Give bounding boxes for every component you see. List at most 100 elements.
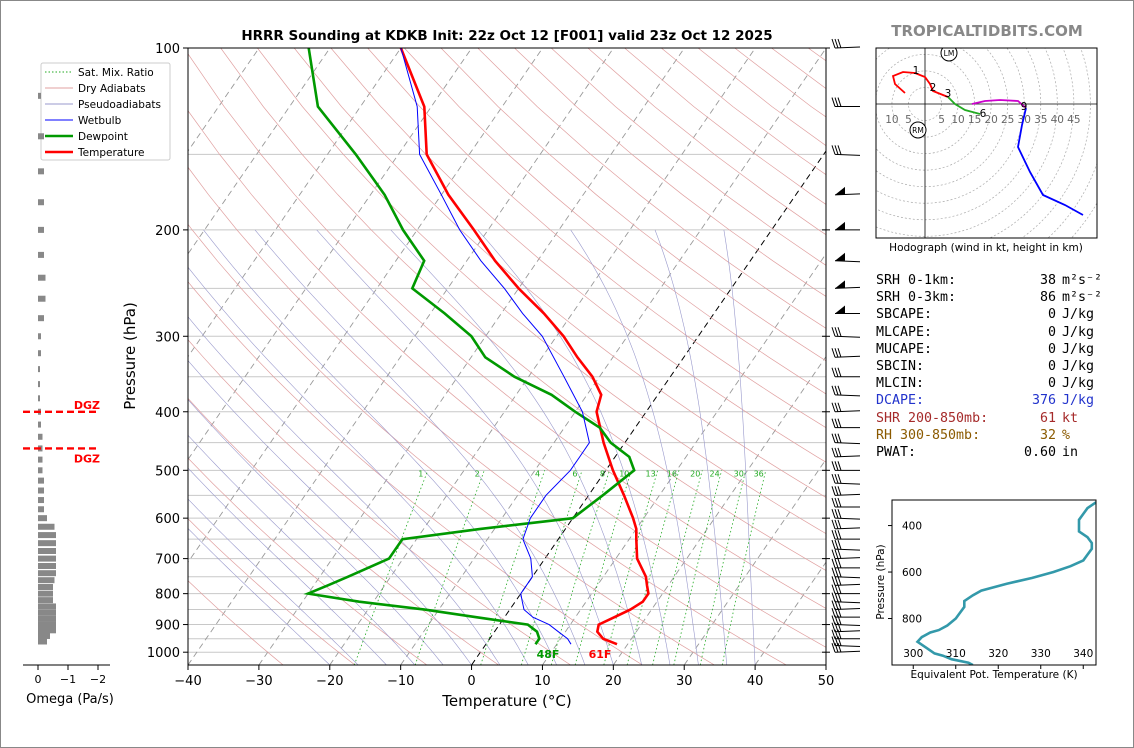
pseudoadiabat	[188, 360, 472, 665]
wind-barb	[831, 530, 860, 540]
isotherm	[471, 150, 826, 665]
dry-adiabat	[188, 580, 284, 665]
skewt-xlabel: Temperature (°C)	[441, 692, 571, 710]
hodo-ring-label: 5	[905, 114, 912, 126]
wind-barb	[831, 367, 860, 378]
mixing-ratio-label: 30	[734, 470, 744, 479]
thetae-panel: 300 310 320 330 340 400 600 800 Equivalent Pot.…	[875, 499, 1097, 681]
omega-tick-label: −2	[90, 673, 106, 686]
dry-adiabat	[440, 48, 826, 362]
wind-barb	[831, 584, 860, 595]
thetae-xtick-label: 310	[946, 648, 966, 660]
thetae-xlabel: Equivalent Pot. Temperature (K)	[910, 669, 1077, 681]
legend-item: Pseudoadiabats	[45, 99, 161, 111]
stat-label: MLCIN:	[876, 376, 925, 392]
omega-bar	[38, 627, 56, 634]
hodo-trace	[971, 99, 1027, 109]
omega-bar	[38, 632, 50, 639]
stat-unit: J/kg	[1062, 393, 1095, 409]
legend-label: Wetbulb	[78, 115, 122, 127]
wind-barb	[831, 145, 861, 156]
thetae-xtick-label: 300	[903, 648, 923, 660]
omega-bar	[38, 92, 41, 99]
hodo-ring-label: 25	[1001, 114, 1014, 126]
pseudoadiabat	[654, 229, 728, 665]
hodo-height-label: 9	[1021, 101, 1028, 113]
mixing-ratio-label: 1	[418, 470, 423, 479]
stat-label: DCAPE:	[876, 393, 925, 409]
hodo-trace	[1017, 107, 1084, 216]
stat-row: DCAPE: 376 J/kg	[876, 392, 1116, 409]
stat-label: SHR 200-850mb:	[876, 410, 989, 426]
x-tick-label: −40	[174, 674, 201, 689]
wind-barb	[831, 447, 861, 458]
omega-tick-label: −1	[60, 673, 76, 686]
stat-value: 0	[1047, 324, 1056, 340]
stat-row: SBCAPE: 0 J/kg	[876, 306, 1116, 323]
x-tick-label: −10	[387, 674, 414, 689]
stat-label: SRH 0-3km:	[876, 290, 957, 306]
wind-barb	[831, 608, 860, 618]
stat-label: PWAT:	[876, 445, 917, 461]
omega-bar	[38, 487, 44, 494]
skewt-ylabel: Pressure (hPa)	[121, 302, 139, 410]
dgz-label: DGZ	[74, 399, 100, 412]
omega-bar	[38, 540, 56, 547]
hodo-ring-label: 30	[1018, 114, 1031, 126]
dry-adiabat	[367, 48, 826, 429]
hodo-height-label: 3	[945, 88, 952, 100]
temperature-line	[399, 48, 650, 646]
thetae-ylabel: Pressure (hPa)	[875, 544, 887, 619]
omega-bar	[38, 584, 53, 591]
pseudoadiabat	[390, 229, 642, 665]
storm-motion-marker	[909, 121, 927, 139]
surface-temp-label: 61F	[589, 648, 612, 661]
pseudoadiabat	[254, 229, 586, 665]
thetae-frame	[891, 499, 1097, 666]
dry-adiabat	[188, 281, 643, 665]
omega-bar	[38, 274, 46, 281]
omega-bar	[38, 199, 44, 206]
dewpoint-line	[303, 48, 636, 645]
stat-label: MUCAPE:	[876, 341, 933, 357]
stat-row: SBCIN: 0 J/kg	[876, 358, 1116, 375]
x-tick-label: 0	[467, 674, 475, 689]
omega-bar	[38, 577, 55, 584]
dry-adiabat	[188, 397, 499, 665]
mixing-ratio-line	[721, 470, 767, 665]
pseudoadiabat	[188, 434, 416, 665]
hodo-height-label: 6	[980, 108, 987, 120]
omega-panel: 0 −1 −2 DGZ DGZ Omega (Pa/s)	[23, 92, 114, 707]
dry-adiabat	[257, 48, 826, 535]
x-tick-label: 20	[605, 674, 622, 689]
wind-barb	[831, 497, 860, 508]
mixing-ratio-line	[699, 470, 747, 665]
x-tick-label: 40	[747, 674, 764, 689]
wind-barb	[831, 567, 861, 579]
legend-label: Sat. Mix. Ratio	[78, 67, 154, 79]
wind-barb	[831, 622, 861, 633]
stat-unit: kt	[1062, 410, 1079, 426]
legend-label: Temperature	[77, 147, 145, 159]
storm-motion-marker	[940, 48, 958, 62]
stat-row: SHR 200-850mb: 61 kt	[876, 410, 1116, 427]
dry-adiabat	[188, 518, 356, 665]
wetbulb-line	[400, 48, 590, 645]
omega-bar	[38, 168, 44, 175]
omega-bar	[38, 615, 56, 622]
mixing-ratio-line	[414, 470, 485, 665]
omega-bar	[38, 515, 47, 522]
mixing-ratio-label: 16	[667, 470, 677, 479]
stat-value: 32	[1039, 427, 1056, 443]
wind-barb	[831, 486, 861, 496]
skewt-plot: 1 2 4 6 8 10 13 16 20 24 30 36 −40 −30 −20 −10 0 10 20 30 4…	[121, 42, 834, 710]
isotherm	[258, 48, 685, 665]
y-tick-label: 700	[155, 553, 180, 568]
dry-adiabat	[220, 48, 826, 571]
omega-bar	[38, 562, 56, 569]
chart-title: HRRR Sounding at KDKB Init: 22z Oct 12 […	[241, 28, 772, 44]
wind-barb	[831, 433, 861, 445]
omega-bar	[38, 226, 44, 233]
omega-bar	[38, 590, 53, 597]
hodograph-frame	[875, 47, 1098, 239]
